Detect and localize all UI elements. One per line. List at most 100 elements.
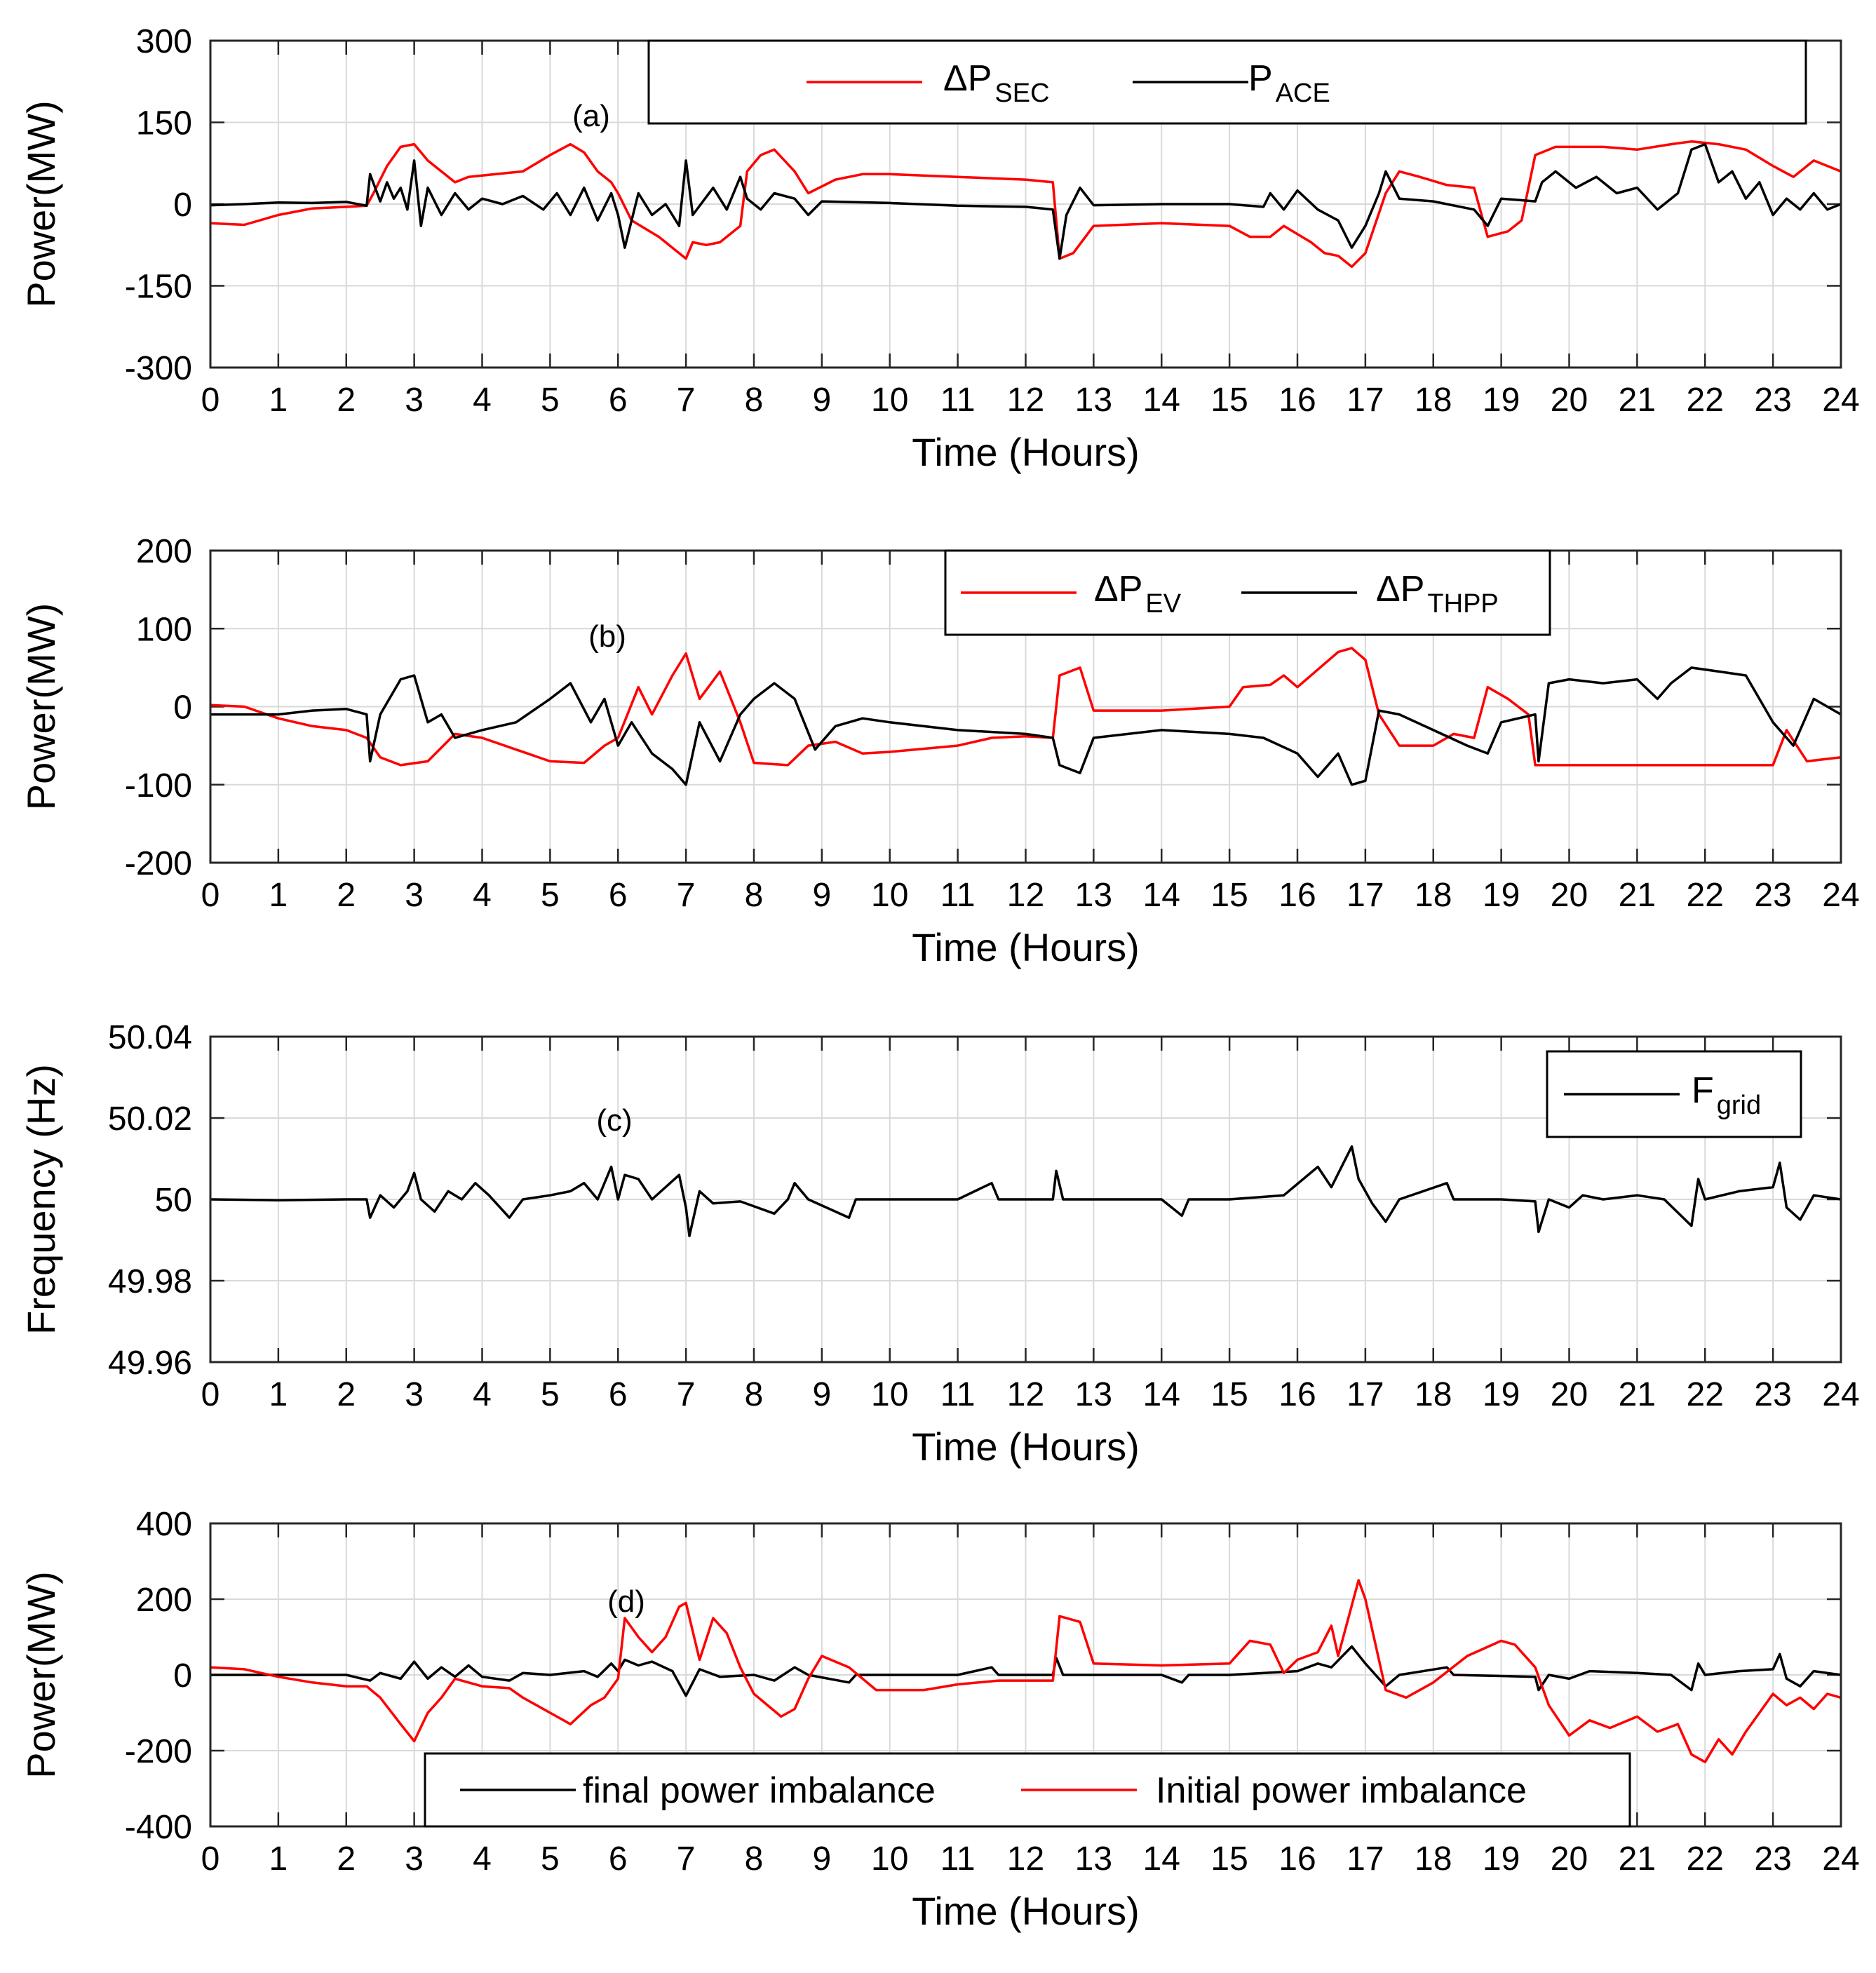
x-tick-label: 15 xyxy=(1210,877,1248,914)
y-tick-label: -200 xyxy=(125,1733,192,1770)
y-tick-label: -150 xyxy=(125,269,192,306)
x-tick-label: 3 xyxy=(405,1840,424,1878)
y-tick-label: 100 xyxy=(136,611,192,648)
legend: ΔP SEC P ACE xyxy=(647,39,1807,125)
x-axis-title: Time (Hours) xyxy=(912,430,1140,474)
y-tick-label: -400 xyxy=(125,1809,192,1846)
x-tick-label: 6 xyxy=(609,382,628,419)
x-tick-label: 4 xyxy=(473,382,492,419)
panel-label: (b) xyxy=(588,619,626,654)
x-tick-label: 9 xyxy=(813,877,832,914)
x-tick-label: 22 xyxy=(1687,877,1724,914)
x-tick-label: 16 xyxy=(1278,382,1316,419)
x-axis-title: Time (Hours) xyxy=(912,1425,1140,1469)
y-tick-label: 49.98 xyxy=(108,1263,192,1300)
x-tick-label: 16 xyxy=(1278,877,1316,914)
x-tick-label: 5 xyxy=(541,382,560,419)
y-tick-label: 200 xyxy=(136,1582,192,1619)
x-tick-label: 21 xyxy=(1619,1376,1656,1413)
x-tick-label: 24 xyxy=(1822,877,1859,914)
x-tick-label: 21 xyxy=(1619,382,1656,419)
y-tick-label: -300 xyxy=(125,350,192,387)
x-tick-label: 0 xyxy=(201,877,220,914)
series-line-initial-power-imbalance xyxy=(210,1579,1841,1763)
x-tick-label: 10 xyxy=(871,382,908,419)
x-tick-label: 11 xyxy=(940,877,976,914)
y-tick-label: 50.02 xyxy=(108,1100,192,1138)
x-tick-label: 23 xyxy=(1754,382,1791,419)
x-tick-label: 5 xyxy=(541,1376,560,1413)
y-tick-label: 0 xyxy=(173,1657,192,1695)
x-tick-label: 3 xyxy=(405,382,424,419)
legend-label: ΔP SEC xyxy=(943,58,1050,108)
x-tick-label: 18 xyxy=(1415,382,1452,419)
x-tick-label: 10 xyxy=(871,877,908,914)
series-line--p-thpp xyxy=(210,666,1841,786)
x-tick-label: 12 xyxy=(1007,1840,1044,1878)
x-tick-label: 8 xyxy=(745,877,764,914)
x-tick-label: 17 xyxy=(1347,382,1384,419)
panel-label: (a) xyxy=(572,99,610,133)
y-tick-label: 50.04 xyxy=(108,1019,192,1056)
x-tick-label: 13 xyxy=(1075,877,1112,914)
x-tick-label: 16 xyxy=(1278,1376,1316,1413)
x-tick-label: 1 xyxy=(269,1840,288,1878)
x-tick-label: 19 xyxy=(1483,877,1520,914)
series-line-final-power-imbalance xyxy=(210,1645,1841,1697)
x-tick-label: 13 xyxy=(1075,1376,1112,1413)
y-axis-title: Frequency (Hz) xyxy=(19,1064,63,1335)
series-group xyxy=(210,1579,1841,1763)
x-tick-label: 20 xyxy=(1551,382,1588,419)
legend-label-subscript: grid xyxy=(1717,1091,1761,1120)
y-tick-label: 50 xyxy=(155,1182,192,1219)
series-line-f-grid xyxy=(210,1145,1841,1237)
legend-label-main: F xyxy=(1692,1070,1714,1111)
x-tick-label: 7 xyxy=(677,1376,696,1413)
x-tick-label: 23 xyxy=(1754,877,1791,914)
legend-label-subscript: SEC xyxy=(994,79,1049,108)
legend-label-main: ΔP xyxy=(1376,569,1424,610)
x-tick-label: 24 xyxy=(1822,1840,1859,1878)
legend-label: P ACE xyxy=(1248,58,1330,108)
x-tick-label: 4 xyxy=(473,1840,492,1878)
legend-label: Initial power imbalance xyxy=(1156,1770,1527,1811)
x-tick-label: 21 xyxy=(1619,1840,1656,1878)
x-tick-label: 0 xyxy=(201,382,220,419)
x-tick-label: 20 xyxy=(1551,1840,1588,1878)
panel-label: (d) xyxy=(607,1584,645,1619)
x-tick-label: 11 xyxy=(940,382,976,419)
series-line--p-sec xyxy=(210,140,1841,269)
x-tick-label: 9 xyxy=(813,1840,832,1878)
y-axis-title: Power(MW) xyxy=(19,603,63,811)
chart-panel-3: 0 1 2 3 4 5 6 7 8 9 10 11 12 13 14 15 16 17 18 19 20 21 22 23 24… xyxy=(19,1019,1860,1469)
y-axis-title: Power(MW) xyxy=(19,100,63,308)
legend-label-main: ΔP xyxy=(1094,569,1142,610)
x-tick-label: 10 xyxy=(871,1840,908,1878)
x-tick-label: 17 xyxy=(1347,877,1384,914)
x-tick-label: 12 xyxy=(1007,382,1044,419)
x-tick-label: 8 xyxy=(745,1376,764,1413)
legend-label-subscript: THPP xyxy=(1427,589,1498,619)
legend-label-subscript: ACE xyxy=(1276,79,1330,108)
x-tick-label: 24 xyxy=(1822,382,1859,419)
legend: ΔP EV ΔP THPP xyxy=(944,549,1551,636)
legend-label: ΔP THPP xyxy=(1376,569,1499,619)
x-tick-label: 3 xyxy=(405,877,424,914)
x-tick-label: 13 xyxy=(1075,1840,1112,1878)
x-tick-label: 18 xyxy=(1415,1840,1452,1878)
x-tick-label: 19 xyxy=(1483,1376,1520,1413)
y-tick-label: 49.96 xyxy=(108,1345,192,1382)
y-axis-title: Power(MW) xyxy=(19,1571,63,1779)
x-tick-label: 12 xyxy=(1007,1376,1044,1413)
x-tick-label: 18 xyxy=(1415,877,1452,914)
x-tick-label: 1 xyxy=(269,1376,288,1413)
x-tick-label: 2 xyxy=(337,382,356,419)
x-tick-label: 0 xyxy=(201,1840,220,1878)
x-tick-label: 2 xyxy=(337,1376,356,1413)
legend-label-main: P xyxy=(1248,58,1273,99)
x-tick-label: 19 xyxy=(1483,1840,1520,1878)
x-tick-label: 17 xyxy=(1347,1840,1384,1878)
x-tick-label: 0 xyxy=(201,1376,220,1413)
